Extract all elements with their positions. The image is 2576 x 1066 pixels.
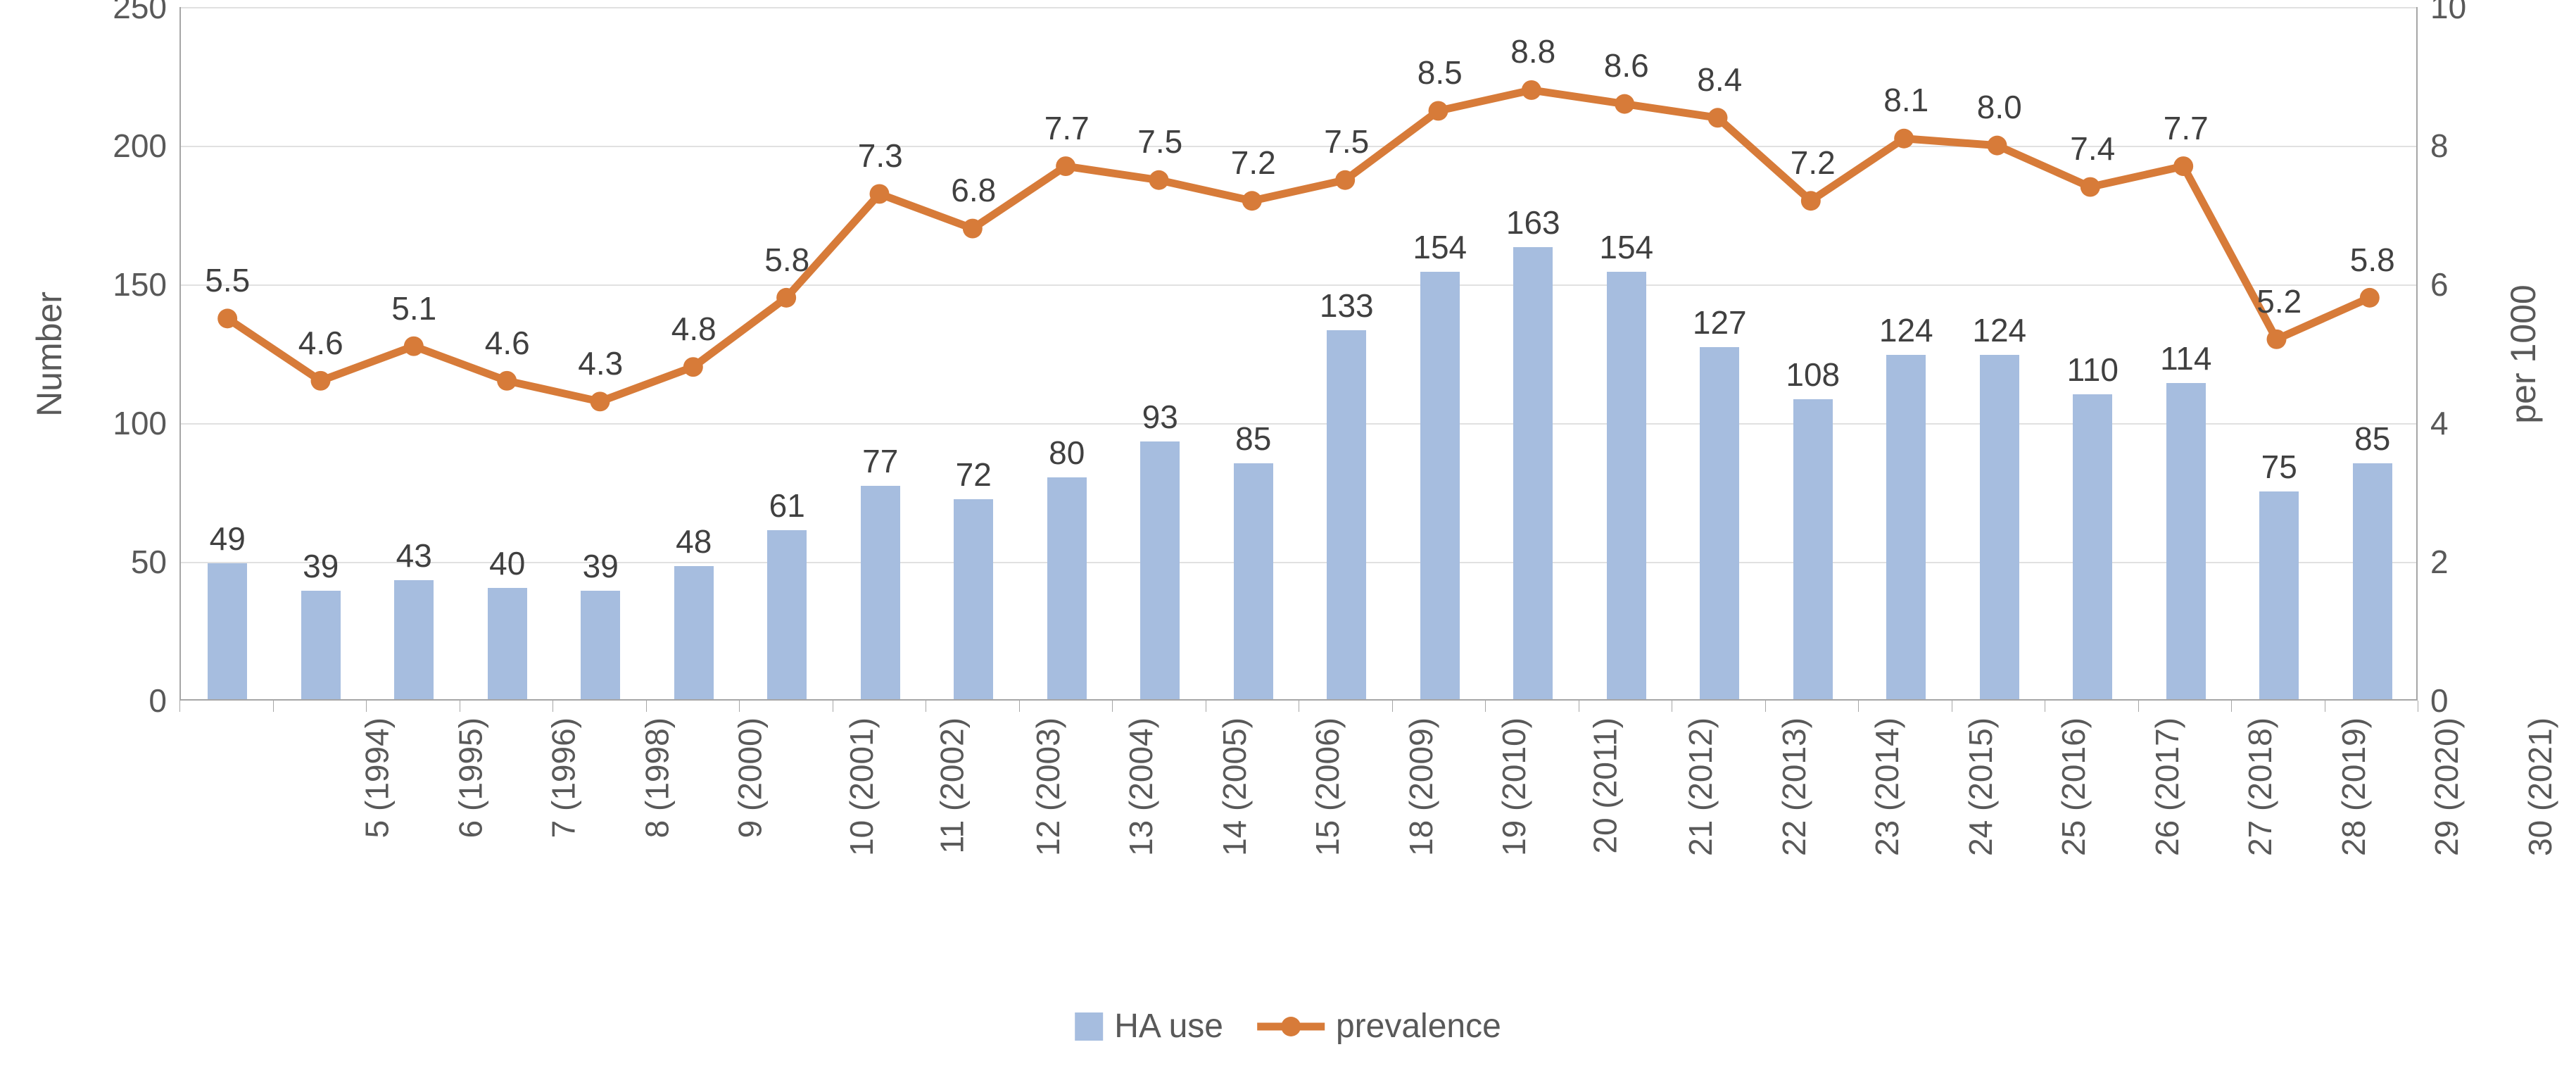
- legend-label: HA use: [1114, 1007, 1223, 1046]
- line-data-label: 8.8: [1510, 32, 1555, 70]
- line-data-label: 7.2: [1791, 144, 1836, 182]
- y-right-tick-label: 2: [2430, 543, 2449, 581]
- legend-label: prevalence: [1336, 1007, 1501, 1046]
- line-data-label: 8.4: [1697, 61, 1742, 99]
- x-tick-mark: [646, 701, 647, 712]
- plot-area: 4939434039486177728093851331541631541271…: [179, 7, 2418, 701]
- line-data-label: 4.8: [671, 310, 716, 348]
- line-data-label: 8.6: [1604, 46, 1649, 84]
- y-right-tick-label: 10: [2430, 0, 2466, 26]
- x-tick-label: 26 (2017): [2148, 717, 2186, 856]
- x-tick-label: 20 (2011): [1586, 717, 1624, 854]
- line-data-label: 5.5: [205, 261, 250, 299]
- line-data-label: 7.5: [1137, 123, 1182, 161]
- x-tick-label: 12 (2003): [1029, 717, 1067, 856]
- legend-item-bar: HA use: [1075, 1007, 1223, 1046]
- x-tick-label: 10 (2001): [842, 717, 880, 856]
- x-tick-label: 24 (2015): [1962, 717, 2000, 856]
- x-tick-label: 22 (2013): [1775, 717, 1813, 856]
- line-data-label: 5.8: [2350, 241, 2395, 279]
- y-right-tick-label: 8: [2430, 127, 2449, 165]
- y-left-tick-label: 100: [113, 404, 167, 442]
- x-tick-label: 7 (1996): [545, 717, 583, 838]
- x-tick-label: 27 (2018): [2241, 717, 2279, 856]
- line-data-label: 4.3: [578, 344, 623, 382]
- line-data-label: 8.5: [1418, 54, 1463, 92]
- x-tick-mark: [179, 701, 180, 712]
- x-tick-label: 11 (2002): [933, 717, 971, 854]
- x-tick-mark: [2231, 701, 2232, 712]
- x-tick-mark: [366, 701, 367, 712]
- line-data-label: 8.1: [1883, 81, 1928, 119]
- x-tick-label: 29 (2020): [2427, 717, 2465, 856]
- x-tick-mark: [1019, 701, 1020, 712]
- y-left-tick-label: 250: [113, 0, 167, 26]
- y-left-axis-title: Number: [29, 291, 70, 417]
- x-tick-label: 13 (2004): [1122, 717, 1160, 856]
- x-tick-mark: [273, 701, 274, 712]
- x-tick-label: 23 (2014): [1868, 717, 1906, 856]
- x-tick-label: 14 (2005): [1216, 717, 1254, 856]
- line-data-label: 7.7: [2164, 109, 2209, 147]
- x-tick-label: 19 (2010): [1495, 717, 1533, 856]
- line-data-label: 7.3: [858, 137, 903, 175]
- y-left-tick-label: 150: [113, 265, 167, 303]
- x-tick-mark: [739, 701, 740, 712]
- y-right-tick-label: 4: [2430, 404, 2449, 442]
- x-tick-label: 25 (2016): [2054, 717, 2092, 856]
- x-tick-label: 30 (2021): [2521, 717, 2559, 856]
- x-tick-mark: [1392, 701, 1393, 712]
- x-tick-label: 5 (1994): [358, 717, 396, 838]
- x-tick-label: 18 (2009): [1402, 717, 1440, 856]
- x-tick-mark: [1485, 701, 1486, 712]
- x-tick-label: 15 (2006): [1308, 717, 1346, 856]
- line-data-label: 7.4: [2070, 130, 2115, 168]
- x-tick-label: 6 (1995): [451, 717, 489, 838]
- x-tick-mark: [1765, 701, 1766, 712]
- y-left-tick-label: 50: [131, 543, 167, 581]
- x-tick-label: 21 (2012): [1681, 717, 1719, 856]
- line-data-label: 5.8: [764, 241, 809, 279]
- y-right-tick-label: 0: [2430, 682, 2449, 720]
- line-data-label: 4.6: [298, 324, 343, 362]
- legend-line-icon: [1257, 1017, 1325, 1036]
- y-left-tick-label: 200: [113, 127, 167, 165]
- line-data-label: 4.6: [485, 324, 530, 362]
- y-left-tick-label: 0: [149, 682, 167, 720]
- chart-container: 4939434039486177728093851331541631541271…: [0, 0, 2576, 1066]
- legend-item-line: prevalence: [1257, 1007, 1501, 1046]
- x-tick-mark: [2138, 701, 2139, 712]
- x-tick-mark: [1858, 701, 1859, 712]
- line-data-label: 7.5: [1324, 123, 1369, 161]
- legend: HA use prevalence: [1075, 1007, 1501, 1046]
- x-tick-label: 28 (2019): [2335, 717, 2373, 856]
- line-data-label: 7.7: [1044, 109, 1090, 147]
- x-tick-mark: [1112, 701, 1113, 712]
- line-data-label: 6.8: [951, 171, 996, 209]
- line-data-label: 5.2: [2256, 282, 2302, 320]
- line-data-label: 8.0: [1977, 88, 2022, 126]
- y-right-tick-label: 6: [2430, 265, 2449, 303]
- x-tick-label: 9 (2000): [731, 717, 769, 838]
- x-tick-label: 8 (1998): [638, 717, 676, 838]
- y-right-axis-title: per 1000: [2503, 284, 2544, 423]
- line-data-label: 5.1: [391, 289, 436, 327]
- legend-swatch-icon: [1075, 1012, 1103, 1041]
- line-data-label: 7.2: [1231, 144, 1276, 182]
